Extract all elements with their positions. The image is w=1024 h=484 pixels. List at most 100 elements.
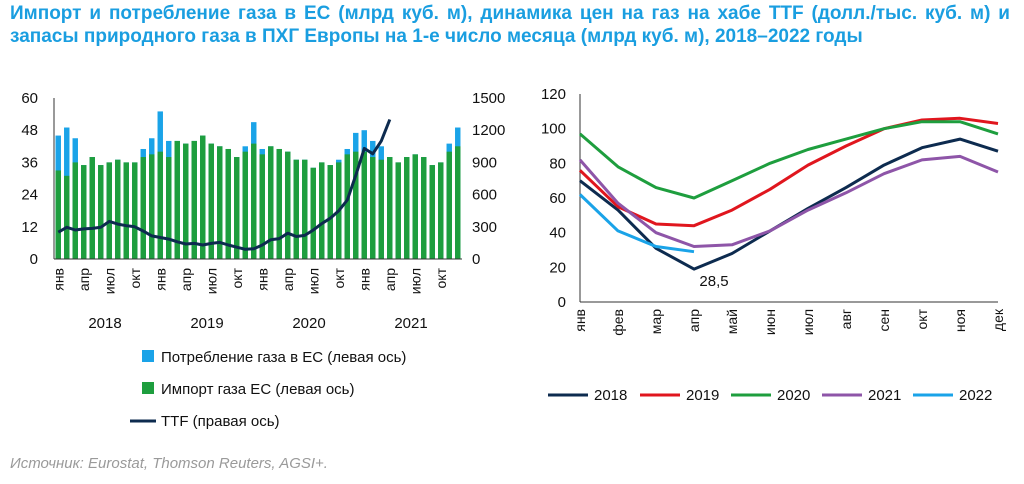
import-bar xyxy=(191,140,197,259)
import-bar xyxy=(89,157,95,259)
import-bar xyxy=(140,157,146,259)
x-tick-label: июл xyxy=(101,268,117,294)
legend-label: 2022 xyxy=(959,387,992,404)
x-tick-label: апр xyxy=(76,268,92,291)
legend-label: 2018 xyxy=(594,387,627,404)
x-tick-label: апр xyxy=(686,309,702,332)
import-bar xyxy=(395,162,401,259)
right-y-tick-label: 1500 xyxy=(472,90,505,107)
x-tick-label: июл xyxy=(305,268,321,294)
x-tick-label: окт xyxy=(229,267,245,288)
x-tick-label: янв xyxy=(152,268,168,291)
x-tick-label: фев xyxy=(610,309,626,336)
x-tick-label: окт xyxy=(914,308,930,329)
x-tick-label: янв xyxy=(254,268,270,291)
import-bar xyxy=(183,143,189,259)
import-bar xyxy=(327,165,333,259)
import-bar xyxy=(293,159,299,259)
x-tick-label: авг xyxy=(838,309,854,329)
x-tick-label: апр xyxy=(280,268,296,291)
left-y-tick-label: 24 xyxy=(21,187,38,204)
import-bar xyxy=(387,157,393,259)
import-bar xyxy=(234,157,240,259)
year-label: 2020 xyxy=(292,315,325,332)
import-bar xyxy=(106,162,112,259)
import-bar xyxy=(174,140,180,259)
x-tick-label: апр xyxy=(178,268,194,291)
legend-label: Потребление газа в ЕС (левая ось) xyxy=(161,349,406,366)
legend-label: Импорт газа ЕС (левая ось) xyxy=(161,381,355,398)
import-bar xyxy=(217,146,223,259)
x-tick-label: янв xyxy=(50,268,66,291)
import-bar xyxy=(344,154,350,259)
import-bar xyxy=(285,151,291,259)
right-y-tick-label: 1200 xyxy=(472,122,505,139)
right-y-tick-label: 600 xyxy=(472,187,497,204)
import-bar xyxy=(149,154,155,259)
import-bar xyxy=(429,165,435,259)
right-legend: 2018 2019 2020 2021 2022 xyxy=(548,387,992,404)
x-tick-label: мар xyxy=(648,309,664,334)
left-y-tick-label: 12 xyxy=(21,219,38,236)
left-y-tick-label: 0 xyxy=(30,251,38,268)
import-bar xyxy=(251,143,257,259)
ttf-line xyxy=(57,118,392,251)
left-y-tick-label: 36 xyxy=(21,154,38,171)
x-tick-label: янв xyxy=(356,268,372,291)
import-bar xyxy=(302,159,308,259)
page-title: Импорт и потребление газа в ЕС (млрд куб… xyxy=(10,3,1010,47)
year-label: 2019 xyxy=(190,315,223,332)
x-tick-label: июл xyxy=(407,268,423,294)
import-bar xyxy=(123,162,129,259)
x-tick-label: апр xyxy=(382,268,398,291)
import-bar xyxy=(353,151,359,259)
x-tick-label: июн xyxy=(762,309,778,335)
series-line-2022 xyxy=(578,193,695,254)
import-bar xyxy=(208,143,214,259)
y-tick-label: 80 xyxy=(549,155,566,172)
import-bar xyxy=(268,146,274,259)
y-tick-label: 40 xyxy=(549,225,566,242)
legend-label: 2019 xyxy=(686,387,719,404)
import-bar xyxy=(404,157,410,259)
import-bar xyxy=(55,170,61,259)
x-tick-label: сен xyxy=(876,309,892,332)
y-tick-label: 100 xyxy=(541,121,566,138)
import-bar xyxy=(98,165,104,259)
left-y-tick-label: 60 xyxy=(21,90,38,107)
import-bar xyxy=(81,165,87,259)
y-tick-label: 0 xyxy=(558,294,566,311)
left-y-tick-label: 48 xyxy=(21,122,38,139)
import-bar xyxy=(446,151,452,259)
year-label: 2021 xyxy=(394,315,427,332)
legend-label: 2020 xyxy=(777,387,810,404)
legend-label: 2021 xyxy=(868,387,901,404)
right-y-tick-label: 300 xyxy=(472,219,497,236)
import-bar xyxy=(421,157,427,259)
import-bar xyxy=(310,167,316,259)
series-line-2019 xyxy=(578,116,999,228)
series-line-2020 xyxy=(579,120,999,200)
right-y-tick-label: 900 xyxy=(472,154,497,171)
right-y-tick-label: 0 xyxy=(472,251,480,268)
legend-swatch xyxy=(142,350,154,362)
x-tick-label: июл xyxy=(203,268,219,294)
y-tick-label: 120 xyxy=(541,86,566,103)
import-bar xyxy=(157,151,163,259)
x-tick-label: окт xyxy=(331,267,347,288)
x-tick-label: окт xyxy=(127,267,143,288)
import-bar xyxy=(115,159,121,259)
left-legend: Потребление газа в ЕС (левая ось) Импорт … xyxy=(130,349,406,430)
x-tick-label: окт xyxy=(433,267,449,288)
min-annotation-label: 28,5 xyxy=(699,273,728,290)
x-tick-label: июл xyxy=(800,309,816,335)
import-bar xyxy=(225,148,231,259)
import-bar xyxy=(361,151,367,259)
import-bar xyxy=(412,154,418,259)
legend-swatch xyxy=(142,382,154,394)
series-line-2021 xyxy=(578,154,999,248)
x-tick-label: май xyxy=(724,309,740,334)
import-bar xyxy=(438,162,444,259)
import-bar xyxy=(166,157,172,259)
